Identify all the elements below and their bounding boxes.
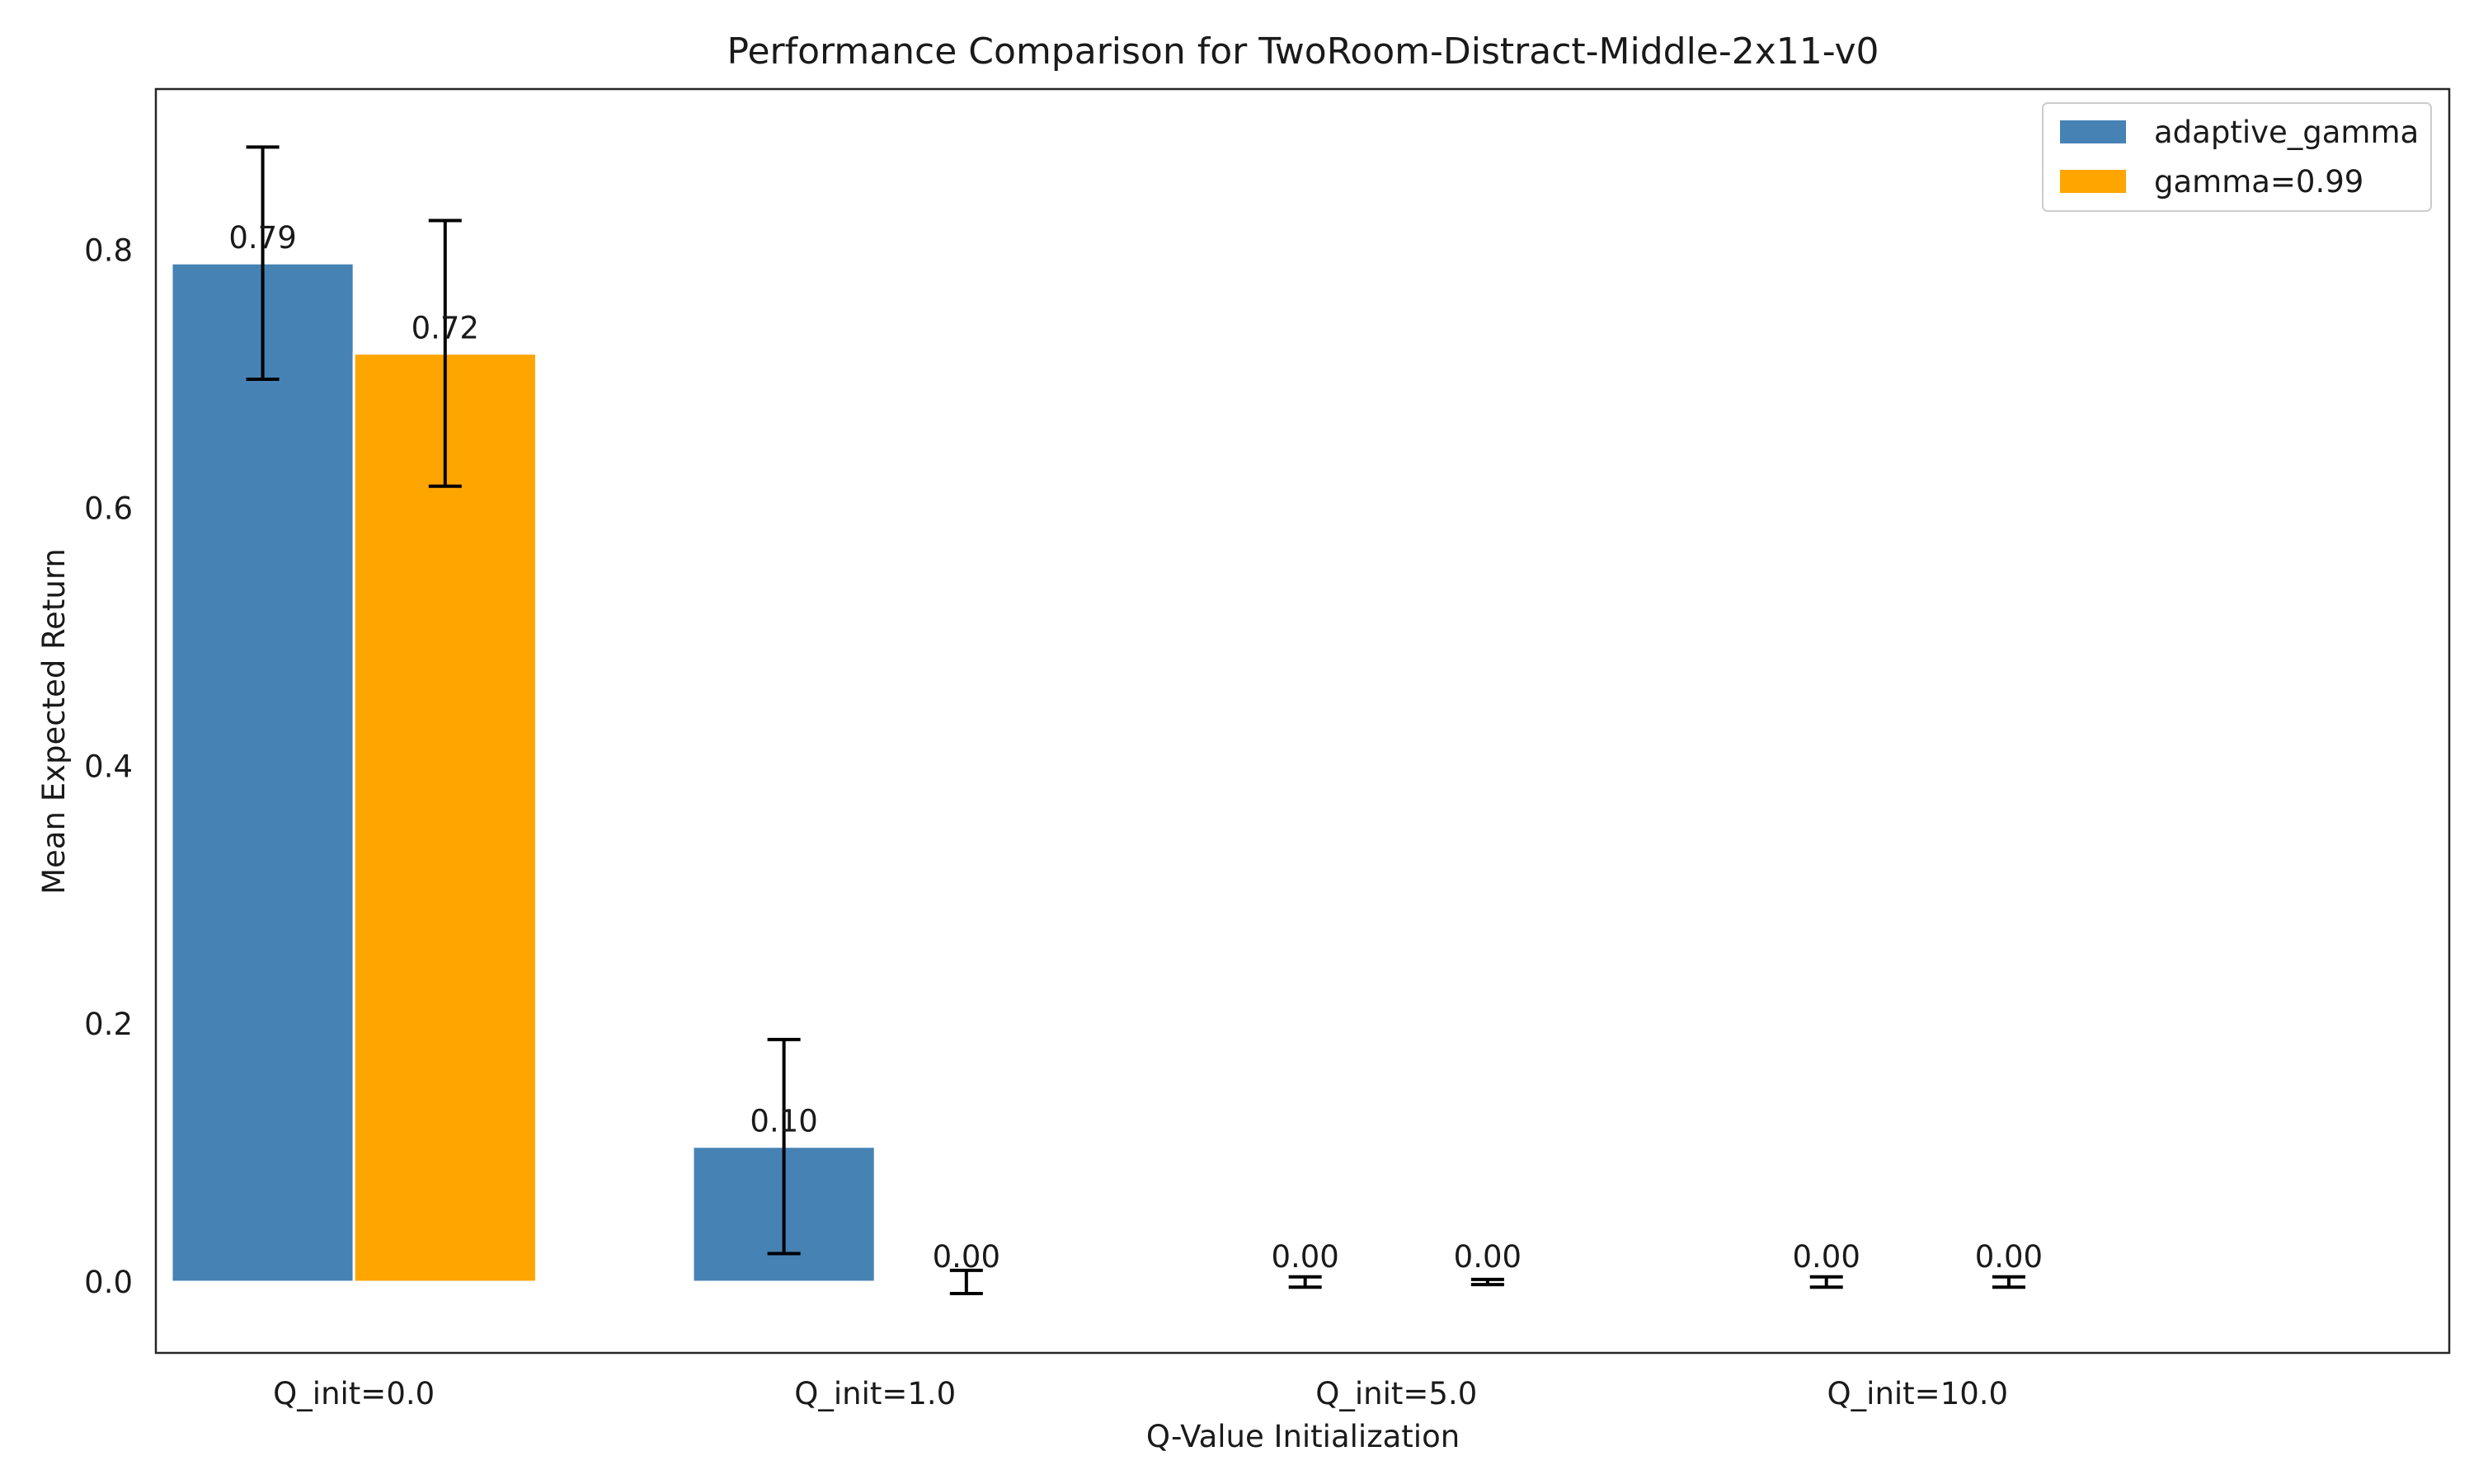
- legend-swatch: [2060, 120, 2126, 143]
- data-label: 0.00: [1454, 1239, 1522, 1275]
- x-axis-label: Q-Value Initialization: [1146, 1419, 1460, 1454]
- data-label: 0.00: [1793, 1239, 1860, 1275]
- legend-swatch: [2060, 170, 2126, 193]
- bar: [352, 352, 538, 1284]
- legend-label: gamma=0.99: [2154, 164, 2363, 200]
- data-label: 0.79: [228, 220, 296, 256]
- y-tick-label: 0.0: [84, 1265, 133, 1300]
- plot-area: 0.0 0.2 0.4 0.6 0.8 Q_init=0.0 Q_init=1.0 Q_ini…: [84, 145, 2043, 1411]
- data-label: 0.72: [412, 311, 479, 346]
- plot-frame: [154, 87, 2451, 1355]
- y-tick-label: 0.2: [84, 1007, 133, 1042]
- legend-label: adaptive_gamma: [2154, 115, 2419, 150]
- data-label: 0.00: [1271, 1239, 1338, 1275]
- data-label: 0.00: [1975, 1239, 2043, 1275]
- bar: [170, 261, 355, 1284]
- legend: adaptive_gamma gamma=0.99: [2042, 102, 2432, 212]
- chart-title: Performance Comparison for TwoRoom-Distr…: [727, 31, 1879, 73]
- x-tick-label: Q_init=5.0: [1315, 1376, 1477, 1411]
- y-axis-label: Mean Expected Return: [36, 548, 72, 895]
- x-tick-label: Q_init=0.0: [273, 1376, 435, 1411]
- legend-frame: [2042, 102, 2432, 212]
- y-tick-label: 0.4: [84, 749, 133, 784]
- x-tick-label: Q_init=10.0: [1827, 1376, 2009, 1411]
- x-tick-label: Q_init=1.0: [794, 1376, 956, 1411]
- data-label: 0.00: [933, 1239, 1000, 1275]
- y-tick-label: 0.8: [84, 233, 133, 269]
- data-label: 0.10: [750, 1104, 817, 1139]
- y-tick-label: 0.6: [84, 491, 133, 526]
